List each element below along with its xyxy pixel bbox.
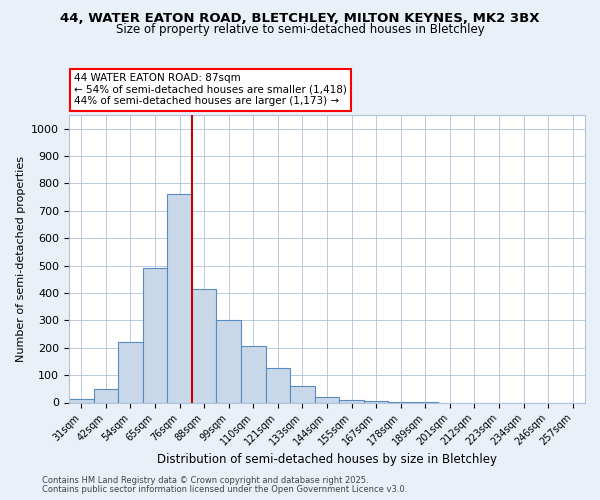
Bar (217, 320, 241, 402)
Text: 44, WATER EATON ROAD, BLETCHLEY, MILTON KEYNES, MK2 3BX: 44, WATER EATON ROAD, BLETCHLEY, MILTON … (60, 12, 540, 26)
Text: Contains HM Land Registry data © Crown copyright and database right 2025.: Contains HM Land Registry data © Crown c… (42, 476, 368, 485)
Bar (266, 368, 290, 402)
Bar (364, 401, 388, 402)
Bar (94, 389, 118, 402)
Bar (192, 289, 217, 403)
Bar (339, 400, 364, 402)
X-axis label: Distribution of semi-detached houses by size in Bletchley: Distribution of semi-detached houses by … (157, 453, 497, 466)
Text: Size of property relative to semi-detached houses in Bletchley: Size of property relative to semi-detach… (116, 22, 484, 36)
Bar (167, 194, 192, 402)
Bar (241, 346, 266, 403)
Bar (315, 397, 339, 402)
Bar (290, 386, 315, 402)
Y-axis label: Number of semi-detached properties: Number of semi-detached properties (16, 156, 26, 362)
Bar (69, 399, 94, 402)
Text: 44 WATER EATON ROAD: 87sqm
← 54% of semi-detached houses are smaller (1,418)
44%: 44 WATER EATON ROAD: 87sqm ← 54% of semi… (74, 73, 347, 106)
Bar (118, 342, 143, 402)
Text: Contains public sector information licensed under the Open Government Licence v3: Contains public sector information licen… (42, 485, 407, 494)
Bar (143, 268, 167, 402)
